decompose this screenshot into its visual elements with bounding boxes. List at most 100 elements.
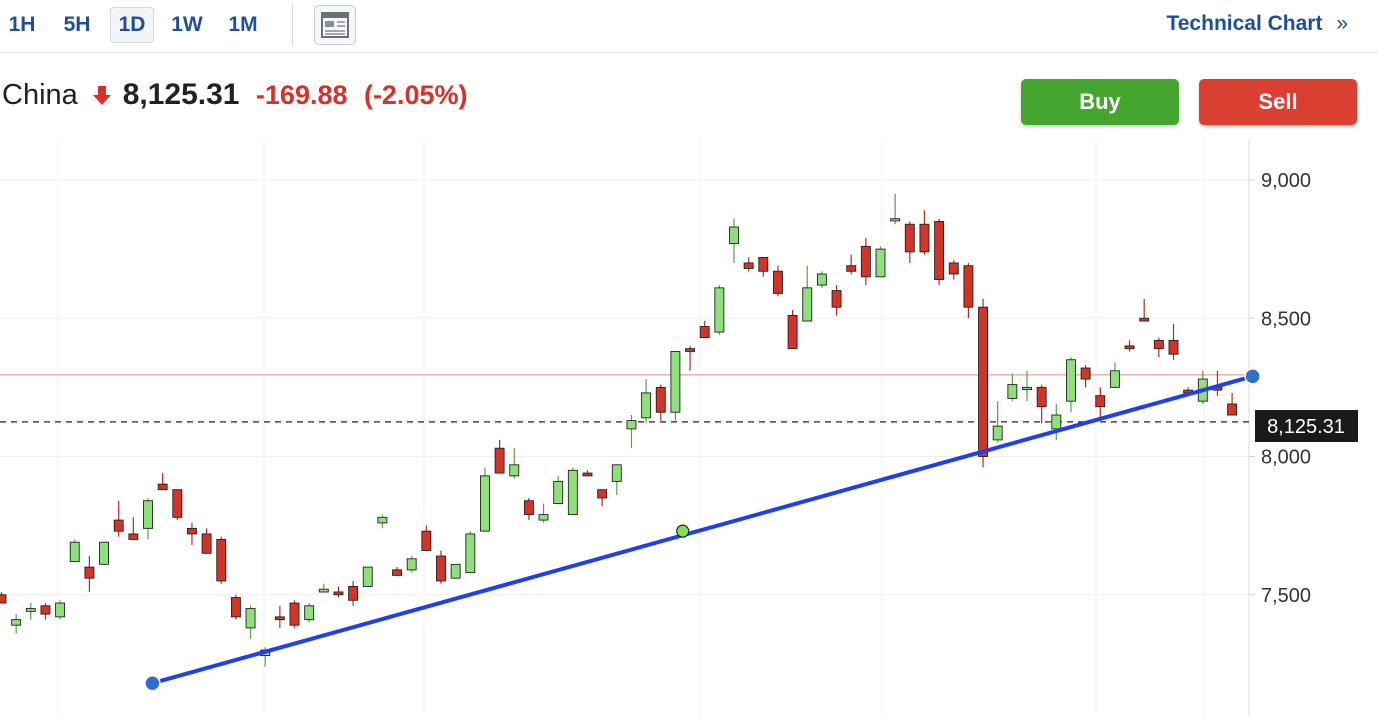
candle	[113, 500, 124, 537]
candle-body	[157, 483, 168, 491]
candle	[406, 556, 417, 573]
candle-body	[318, 588, 329, 593]
candle	[69, 539, 80, 563]
candle-body	[1109, 370, 1120, 388]
candle	[1022, 370, 1032, 402]
candle-body	[553, 480, 564, 504]
trendline-start-handle	[144, 674, 161, 692]
candle	[787, 309, 798, 350]
y-tick-label: 9,000	[1261, 170, 1311, 192]
candle	[55, 600, 66, 620]
candle-body	[69, 541, 80, 563]
candle	[860, 238, 871, 286]
candle-body	[567, 469, 578, 516]
candle-body	[611, 464, 622, 482]
candle	[392, 567, 402, 576]
candle	[963, 262, 974, 319]
candle	[890, 193, 901, 225]
candle	[597, 489, 608, 507]
candle-body	[699, 326, 710, 339]
candle-body	[348, 586, 359, 601]
candle	[289, 600, 300, 628]
trendline-end-handle	[1244, 368, 1261, 385]
candle-body	[465, 533, 476, 574]
technical-chart-link[interactable]: Technical Chart »	[1166, 12, 1348, 36]
candle-body	[875, 248, 886, 278]
buy-button[interactable]: Buy	[1021, 79, 1179, 125]
candle	[773, 265, 783, 297]
candle-body	[860, 245, 871, 278]
candle-body	[890, 218, 901, 222]
candle-body	[992, 425, 1003, 441]
candle-body	[1153, 339, 1164, 350]
candle	[743, 257, 754, 272]
candle-body	[1065, 359, 1076, 402]
candle	[186, 522, 197, 545]
candle	[157, 473, 168, 491]
candle	[318, 583, 329, 593]
candle	[567, 467, 578, 516]
candle	[25, 603, 36, 620]
timeframe-5h[interactable]: 5H	[63, 13, 91, 36]
candle	[1065, 356, 1076, 413]
candle-body	[1007, 384, 1018, 399]
candle-body	[99, 541, 110, 565]
candle	[216, 536, 227, 584]
candle	[0, 591, 7, 604]
chevron-double-right-icon: »	[1336, 12, 1348, 35]
candle	[758, 256, 769, 277]
candle-body	[904, 223, 915, 253]
candle-body	[274, 616, 285, 621]
candle-body	[743, 262, 754, 269]
candle	[333, 586, 344, 598]
candle-body	[421, 530, 432, 551]
candle-body	[1095, 395, 1106, 408]
candle-body	[919, 223, 930, 253]
y-axis: 7,500 8,000 8,500 9,000	[1249, 170, 1311, 607]
candle	[436, 550, 446, 584]
candle-body	[509, 464, 520, 477]
y-tick-label: 7,500	[1261, 585, 1311, 607]
candle-body	[128, 533, 139, 540]
trendline-group[interactable]	[144, 368, 1261, 692]
candle	[1036, 384, 1047, 424]
trendline	[150, 374, 1255, 686]
candle-body	[831, 290, 842, 308]
candle-body	[55, 602, 66, 618]
price-change: -169.88	[255, 79, 348, 110]
candle	[1051, 403, 1062, 440]
candle	[948, 260, 959, 280]
candle-body	[773, 270, 783, 294]
candle-body	[626, 420, 637, 430]
price-chart[interactable]: 7,500 8,000 8,500 9,000 8,125.31	[0, 140, 1384, 716]
candle	[40, 603, 51, 620]
candle-body	[1080, 367, 1091, 380]
candle-body	[143, 500, 153, 529]
price-label-group: 8,125.31	[1255, 410, 1358, 442]
candle-body	[802, 287, 813, 322]
candle	[626, 415, 637, 449]
timeframe-1m[interactable]: 1M	[228, 13, 258, 36]
quote-header: China 8,125.31 -169.88 (-2.05%)	[2, 78, 467, 118]
candle	[582, 470, 593, 477]
candle	[1007, 373, 1018, 402]
sell-button[interactable]: Sell	[1199, 79, 1357, 125]
candle	[699, 321, 710, 339]
candle	[523, 497, 534, 521]
candle	[685, 345, 695, 371]
technical-chart-label: Technical Chart	[1166, 12, 1323, 35]
candle-body	[1036, 386, 1047, 408]
candle	[128, 517, 139, 540]
y-tick-label: 8,500	[1261, 308, 1311, 330]
candle	[1080, 365, 1091, 388]
timeframe-1h[interactable]: 1H	[8, 13, 36, 36]
timeframe-1d[interactable]: 1D	[110, 7, 154, 43]
timeframe-1w[interactable]: 1W	[171, 13, 203, 36]
last-price: 8,125.31	[122, 78, 240, 111]
candle	[846, 254, 857, 275]
candle-body	[40, 605, 51, 615]
layout-button[interactable]	[314, 5, 356, 45]
candle	[143, 497, 153, 540]
candle-body	[1139, 317, 1150, 322]
candle	[553, 475, 564, 504]
